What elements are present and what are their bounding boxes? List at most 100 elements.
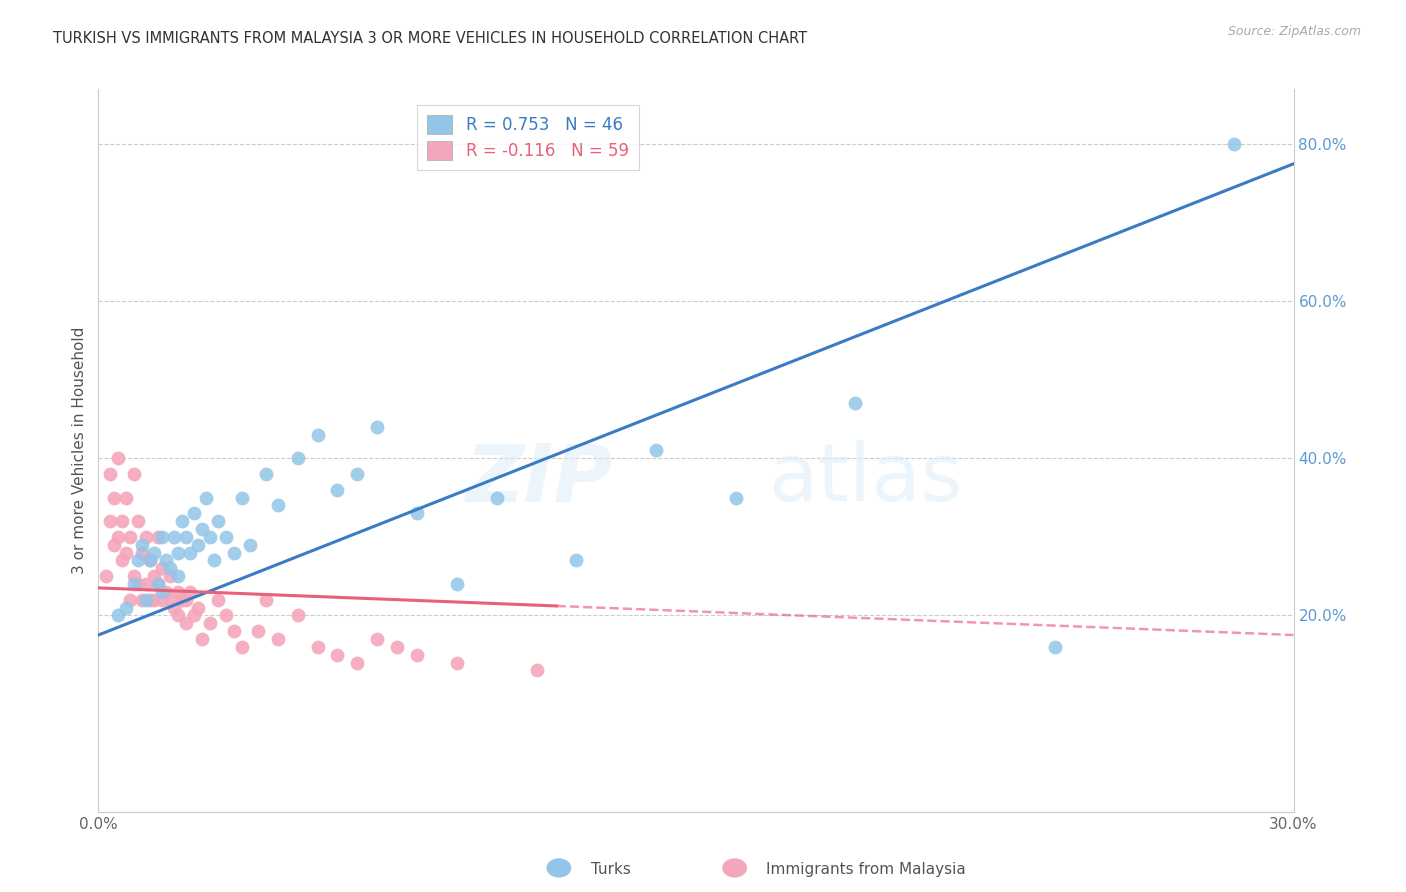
Point — [485, 491, 508, 505]
Point — [115, 600, 138, 615]
Point — [107, 530, 129, 544]
Text: Source: ZipAtlas.com: Source: ZipAtlas.com — [1227, 25, 1361, 38]
Circle shape — [547, 859, 571, 877]
Point — [111, 553, 134, 567]
Point — [148, 577, 170, 591]
Point — [148, 530, 170, 544]
Point — [183, 506, 205, 520]
Text: atlas: atlas — [768, 441, 962, 518]
Point — [222, 624, 245, 639]
Point — [174, 592, 197, 607]
Point — [143, 592, 166, 607]
Text: Immigrants from Malaysia: Immigrants from Malaysia — [766, 863, 966, 877]
Point — [267, 499, 290, 513]
Text: TURKISH VS IMMIGRANTS FROM MALAYSIA 3 OR MORE VEHICLES IN HOUSEHOLD CORRELATION : TURKISH VS IMMIGRANTS FROM MALAYSIA 3 OR… — [53, 31, 807, 46]
Point — [844, 396, 866, 410]
Point — [565, 553, 588, 567]
Point — [202, 553, 225, 567]
Point — [148, 577, 170, 591]
Point — [167, 584, 190, 599]
Point — [191, 522, 214, 536]
Point — [366, 632, 388, 646]
Point — [174, 530, 197, 544]
Point — [307, 427, 329, 442]
Point — [183, 608, 205, 623]
Point — [179, 545, 201, 559]
Point — [724, 491, 747, 505]
Point — [406, 648, 429, 662]
Point — [1223, 137, 1246, 152]
Point — [385, 640, 409, 654]
Point — [254, 592, 277, 607]
Point — [135, 530, 157, 544]
Point — [150, 584, 173, 599]
Point — [179, 584, 201, 599]
Text: ZIP: ZIP — [465, 441, 613, 518]
Point — [159, 569, 181, 583]
Point — [124, 577, 146, 591]
Point — [135, 592, 157, 607]
Point — [96, 569, 118, 583]
Point — [155, 553, 177, 567]
Point — [198, 616, 221, 631]
Point — [287, 608, 309, 623]
Point — [366, 420, 388, 434]
Point — [174, 616, 197, 631]
Point — [1043, 640, 1066, 654]
Point — [239, 538, 262, 552]
Y-axis label: 3 or more Vehicles in Household: 3 or more Vehicles in Household — [72, 326, 87, 574]
Point — [645, 443, 668, 458]
Point — [222, 545, 245, 559]
Point — [127, 553, 149, 567]
Point — [307, 640, 329, 654]
Point — [127, 514, 149, 528]
Point — [346, 656, 368, 670]
Point — [150, 530, 173, 544]
Point — [98, 514, 122, 528]
Point — [191, 632, 214, 646]
Point — [187, 600, 209, 615]
Point — [207, 514, 229, 528]
Point — [167, 608, 190, 623]
Point — [187, 538, 209, 552]
Point — [446, 577, 468, 591]
Point — [163, 530, 186, 544]
Point — [135, 577, 157, 591]
Point — [167, 545, 190, 559]
Point — [207, 592, 229, 607]
Point — [107, 451, 129, 466]
Circle shape — [723, 859, 747, 877]
Point — [215, 530, 238, 544]
Point — [215, 608, 238, 623]
Point — [131, 592, 153, 607]
Point — [150, 592, 173, 607]
Point — [98, 467, 122, 481]
Point — [131, 545, 153, 559]
Point — [155, 584, 177, 599]
Point — [131, 538, 153, 552]
Point — [115, 491, 138, 505]
Point — [150, 561, 173, 575]
Point — [346, 467, 368, 481]
Point — [115, 545, 138, 559]
Point — [406, 506, 429, 520]
Point — [326, 648, 349, 662]
Point — [526, 664, 548, 678]
Point — [172, 592, 194, 607]
Point — [120, 530, 142, 544]
Legend: R = 0.753   N = 46, R = -0.116   N = 59: R = 0.753 N = 46, R = -0.116 N = 59 — [418, 104, 638, 169]
Point — [107, 608, 129, 623]
Point — [246, 624, 269, 639]
Point — [127, 577, 149, 591]
Point — [111, 514, 134, 528]
Point — [198, 530, 221, 544]
Point — [172, 514, 194, 528]
Point — [159, 592, 181, 607]
Point — [143, 569, 166, 583]
Point — [446, 656, 468, 670]
Point — [120, 592, 142, 607]
Point — [287, 451, 309, 466]
Point — [143, 545, 166, 559]
Point — [139, 592, 162, 607]
Point — [103, 491, 125, 505]
